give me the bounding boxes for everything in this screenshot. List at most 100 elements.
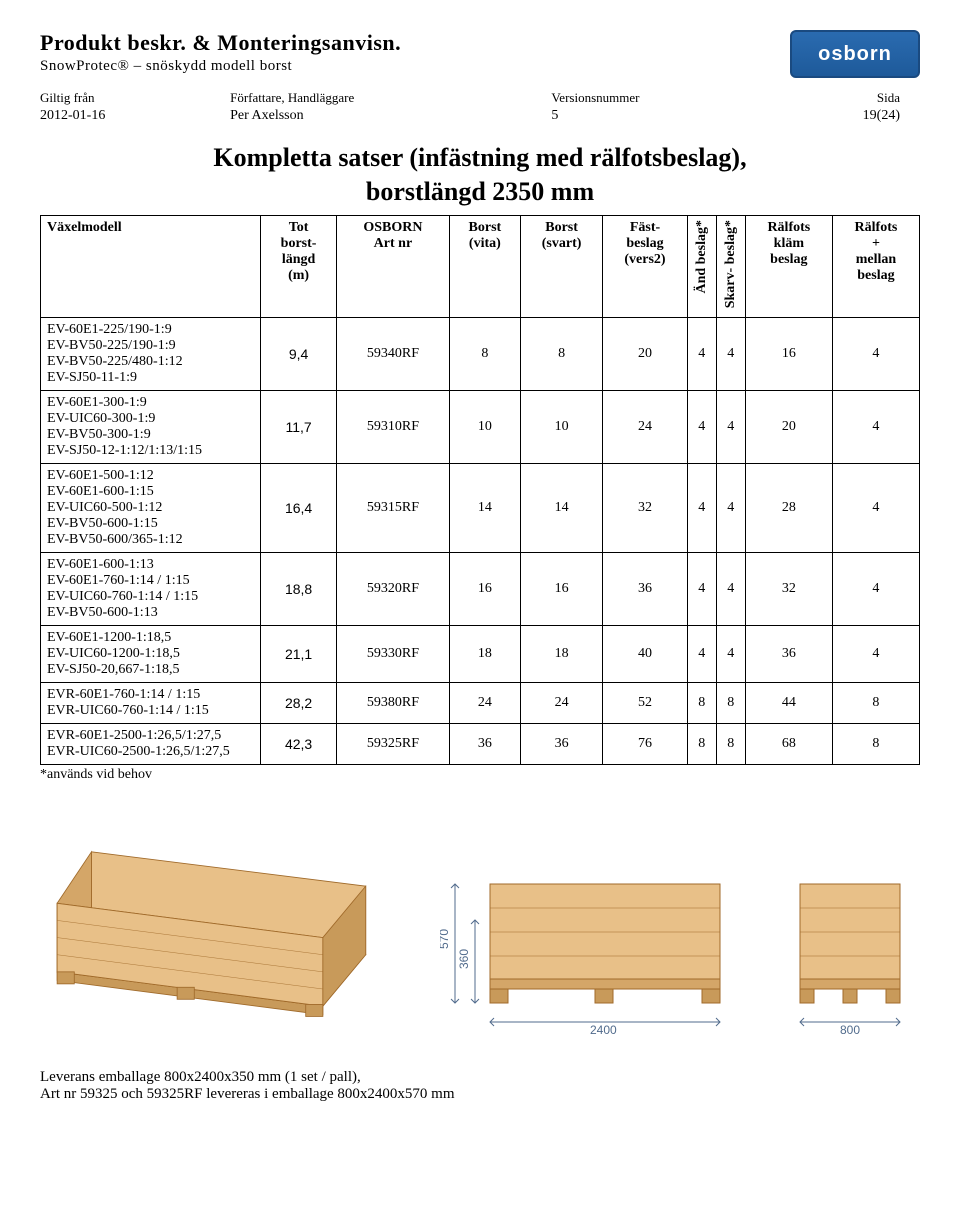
meta-label-valid-from: Giltig från <box>40 89 230 107</box>
table-row: EV-60E1-600-1:13EV-60E1-760-1:14 / 1:15E… <box>41 553 920 626</box>
cell-and: 4 <box>687 318 716 391</box>
doc-title: Produkt beskr. & Monteringsanvisn. <box>40 30 790 56</box>
cell-and: 4 <box>687 391 716 464</box>
cell-models: EVR-60E1-2500-1:26,5/1:27,5EVR-UIC60-250… <box>41 724 261 765</box>
cell-tot: 18,8 <box>261 553 337 626</box>
table-row: EV-60E1-500-1:12EV-60E1-600-1:15EV-UIC60… <box>41 464 920 553</box>
cell-tot: 9,4 <box>261 318 337 391</box>
cell-svart: 16 <box>521 553 603 626</box>
cell-fast: 20 <box>603 318 688 391</box>
cell-vita: 24 <box>449 683 520 724</box>
cell-and: 4 <box>687 553 716 626</box>
cell-svart: 8 <box>521 318 603 391</box>
cell-art: 59380RF <box>337 683 450 724</box>
cell-art: 59325RF <box>337 724 450 765</box>
cell-svart: 18 <box>521 626 603 683</box>
header: Produkt beskr. & Monteringsanvisn. SnowP… <box>40 30 920 89</box>
data-table-head: VäxelmodellTotborst-längd(m)OSBORNArt nr… <box>41 216 920 318</box>
cell-svart: 24 <box>521 683 603 724</box>
cell-models: EV-60E1-500-1:12EV-60E1-600-1:15EV-UIC60… <box>41 464 261 553</box>
meta-value-page: 19(24) <box>792 107 920 125</box>
cell-fast: 36 <box>603 553 688 626</box>
dim-800: 800 <box>840 1023 860 1034</box>
cell-fast: 32 <box>603 464 688 553</box>
cell-tot: 11,7 <box>261 391 337 464</box>
section-title-1: Kompletta satser (infästning med rälfots… <box>40 143 920 173</box>
cell-klam: 44 <box>745 683 832 724</box>
col-header: OSBORNArt nr <box>337 216 450 318</box>
meta-label-page: Sida <box>792 89 920 107</box>
cell-art: 59310RF <box>337 391 450 464</box>
cell-svart: 14 <box>521 464 603 553</box>
section-title-2: borstlängd 2350 mm <box>40 177 920 207</box>
cell-vita: 16 <box>449 553 520 626</box>
meta-table: Giltig från Författare, Handläggare Vers… <box>40 89 920 125</box>
cell-skarv: 8 <box>716 683 745 724</box>
cell-klam: 20 <box>745 391 832 464</box>
cell-mellan: 4 <box>832 464 919 553</box>
col-header: Växelmodell <box>41 216 261 318</box>
crate-isometric <box>40 819 400 1039</box>
meta-label-author: Författare, Handläggare <box>230 89 551 107</box>
cell-mellan: 8 <box>832 724 919 765</box>
cell-and: 4 <box>687 464 716 553</box>
figures-row: 570 360 2400 800 <box>40 819 920 1039</box>
data-table: VäxelmodellTotborst-längd(m)OSBORNArt nr… <box>40 215 920 765</box>
cell-models: EV-60E1-225/190-1:9EV-BV50-225/190-1:9EV… <box>41 318 261 391</box>
cell-vita: 8 <box>449 318 520 391</box>
cell-skarv: 4 <box>716 318 745 391</box>
cell-mellan: 4 <box>832 318 919 391</box>
cell-art: 59340RF <box>337 318 450 391</box>
doc-subtitle: SnowProtec® – snöskydd modell borst <box>40 58 790 75</box>
cell-mellan: 4 <box>832 391 919 464</box>
cell-vita: 36 <box>449 724 520 765</box>
cell-skarv: 4 <box>716 391 745 464</box>
cell-art: 59315RF <box>337 464 450 553</box>
dim-2400: 2400 <box>590 1023 617 1034</box>
dim-360: 360 <box>457 949 471 969</box>
cell-klam: 28 <box>745 464 832 553</box>
cell-tot: 16,4 <box>261 464 337 553</box>
cell-skarv: 4 <box>716 464 745 553</box>
cell-vita: 18 <box>449 626 520 683</box>
meta-value-author: Per Axelsson <box>230 107 551 125</box>
cell-and: 4 <box>687 626 716 683</box>
cell-klam: 68 <box>745 724 832 765</box>
table-row: EV-60E1-1200-1:18,5EV-UIC60-1200-1:18,5E… <box>41 626 920 683</box>
caption-line-2: Art nr 59325 och 59325RF levereras i emb… <box>40 1086 920 1103</box>
col-header: Änd beslag* <box>687 216 716 318</box>
col-header: Borst(vita) <box>449 216 520 318</box>
cell-and: 8 <box>687 683 716 724</box>
cell-vita: 14 <box>449 464 520 553</box>
cell-klam: 36 <box>745 626 832 683</box>
cell-fast: 40 <box>603 626 688 683</box>
cell-fast: 24 <box>603 391 688 464</box>
cell-models: EV-60E1-600-1:13EV-60E1-760-1:14 / 1:15E… <box>41 553 261 626</box>
table-row: EV-60E1-300-1:9EV-UIC60-300-1:9EV-BV50-3… <box>41 391 920 464</box>
cell-tot: 42,3 <box>261 724 337 765</box>
col-header: Borst(svart) <box>521 216 603 318</box>
cell-fast: 52 <box>603 683 688 724</box>
cell-skarv: 4 <box>716 553 745 626</box>
col-header: Rälfots+mellanbeslag <box>832 216 919 318</box>
col-header: Skarv- beslag* <box>716 216 745 318</box>
data-table-body: EV-60E1-225/190-1:9EV-BV50-225/190-1:9EV… <box>41 318 920 765</box>
cell-svart: 36 <box>521 724 603 765</box>
caption-line-1: Leverans emballage 800x2400x350 mm (1 se… <box>40 1069 920 1086</box>
cell-mellan: 4 <box>832 626 919 683</box>
footnote: *används vid behov <box>40 767 920 783</box>
caption: Leverans emballage 800x2400x350 mm (1 se… <box>40 1069 920 1103</box>
cell-mellan: 8 <box>832 683 919 724</box>
cell-tot: 21,1 <box>261 626 337 683</box>
crate-end-elevation: 800 <box>780 864 920 1039</box>
col-header: Fäst-beslag(vers2) <box>603 216 688 318</box>
title-block: Produkt beskr. & Monteringsanvisn. SnowP… <box>40 30 790 89</box>
dim-570: 570 <box>440 929 451 949</box>
meta-value-version: 5 <box>551 107 792 125</box>
cell-fast: 76 <box>603 724 688 765</box>
table-row: EVR-60E1-760-1:14 / 1:15EVR-UIC60-760-1:… <box>41 683 920 724</box>
meta-label-version: Versionsnummer <box>551 89 792 107</box>
cell-klam: 16 <box>745 318 832 391</box>
cell-svart: 10 <box>521 391 603 464</box>
table-row: EVR-60E1-2500-1:26,5/1:27,5EVR-UIC60-250… <box>41 724 920 765</box>
